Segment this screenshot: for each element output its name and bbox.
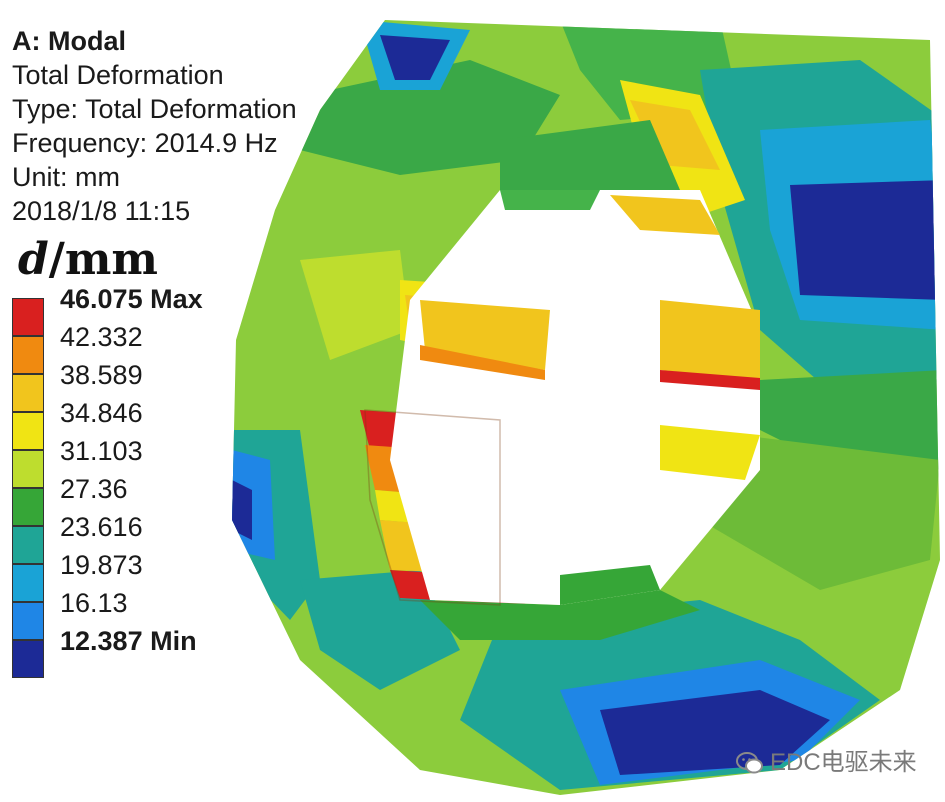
inner-bore — [390, 190, 760, 605]
legend-level: 23.616 — [60, 512, 143, 542]
legend-swatch — [12, 374, 44, 412]
unit-symbol: d — [18, 234, 49, 285]
tooth — [500, 190, 600, 210]
timestamp: 2018/1/8 11:15 — [12, 196, 191, 226]
legend-swatch — [12, 640, 44, 678]
legend-swatch — [12, 336, 44, 374]
legend-level: 38.589 — [60, 360, 143, 390]
axis-unit-label: d/mm — [18, 234, 158, 285]
legend-swatch — [12, 602, 44, 640]
legend-swatch — [12, 298, 44, 336]
min-region — [380, 35, 450, 80]
band-green — [300, 60, 560, 175]
analysis-title: A: Modal — [12, 26, 126, 56]
band-green — [420, 590, 700, 640]
wechat-icon — [736, 752, 763, 774]
min-region — [790, 180, 940, 300]
tooth — [660, 300, 760, 380]
legend-level: 12.387 Min — [60, 626, 197, 656]
tooth-left — [300, 250, 410, 360]
max-region — [660, 370, 760, 390]
tooth — [420, 345, 545, 380]
legend-level: 42.332 — [60, 322, 143, 352]
result-name: Total Deformation — [12, 60, 224, 90]
tooth — [660, 425, 760, 480]
legend-swatch — [12, 564, 44, 602]
legend-level: 27.36 — [60, 474, 128, 504]
legend-swatch — [12, 412, 44, 450]
legend-swatch — [12, 526, 44, 564]
frequency: Frequency: 2014.9 Hz — [12, 128, 278, 158]
legend-level: 46.075 Max — [60, 284, 203, 314]
tooth-upper-right — [630, 100, 720, 170]
legend-level: 34.846 — [60, 398, 143, 428]
min-region — [232, 480, 252, 540]
unit-text: /mm — [48, 234, 158, 285]
watermark: EDC电驱未来 — [736, 742, 917, 777]
legend-level: 31.103 — [60, 436, 143, 466]
result-type: Type: Total Deformation — [12, 94, 297, 124]
legend-swatch — [12, 488, 44, 526]
tooth-outline — [364, 409, 501, 606]
legend-level: 16.13 — [60, 588, 128, 618]
band-green — [500, 120, 680, 190]
tooth — [560, 565, 660, 605]
result-info: A: Modal Total Deformation Type: Total D… — [12, 24, 297, 228]
min-region — [600, 690, 830, 775]
unit: Unit: mm — [12, 162, 120, 192]
legend-level: 19.873 — [60, 550, 143, 580]
legend-swatch — [12, 450, 44, 488]
watermark-text: EDC电驱未来 — [770, 749, 917, 776]
tooth — [610, 195, 720, 235]
